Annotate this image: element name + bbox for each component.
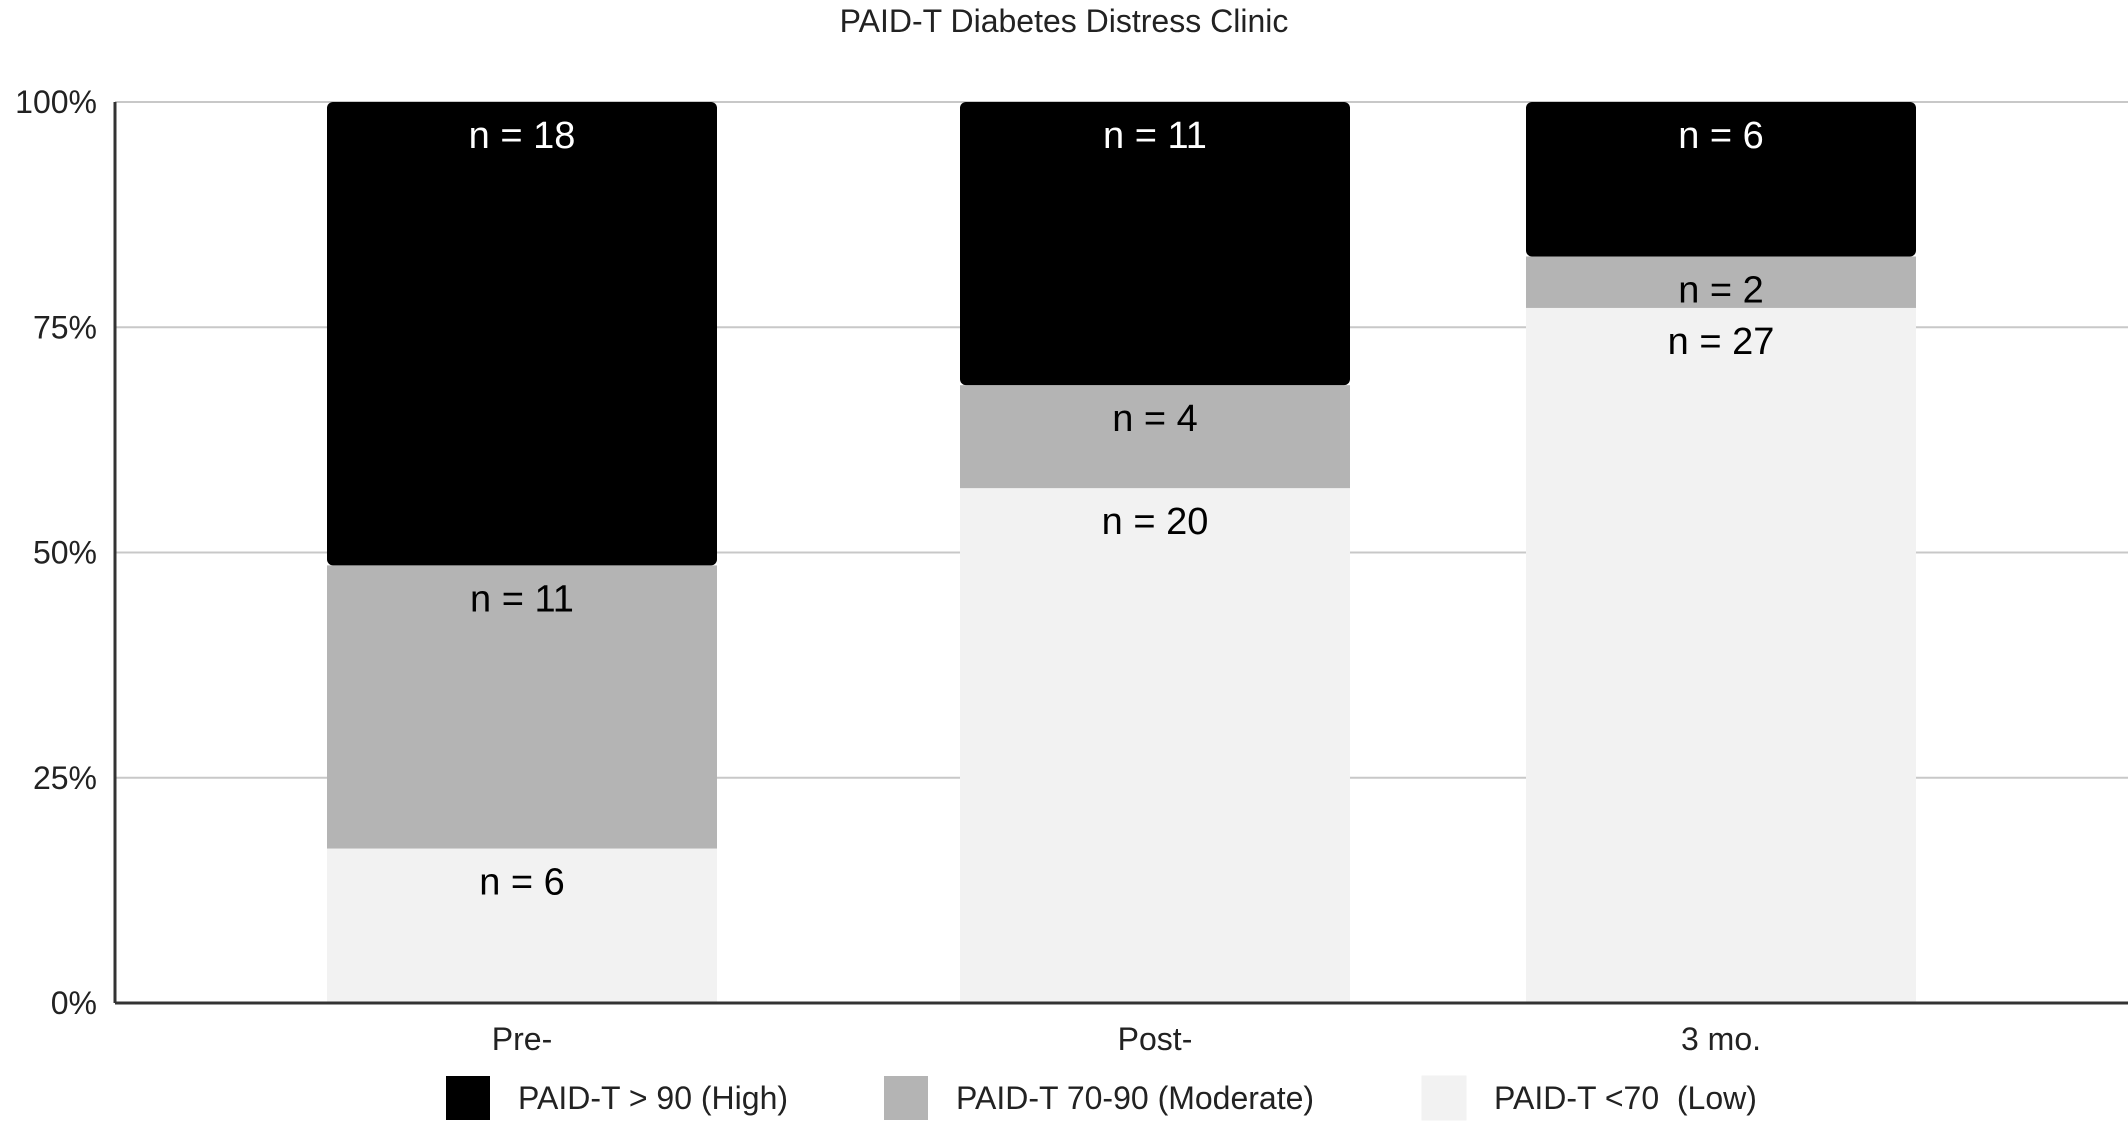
- x-tick-label: Pre-: [492, 1021, 552, 1057]
- bar-segment: [960, 385, 1350, 489]
- segment-label: n = 6: [479, 862, 565, 904]
- bar-segment: [327, 102, 717, 566]
- x-tick-label: 3 mo.: [1681, 1021, 1761, 1057]
- bar-segment: [327, 848, 717, 1003]
- y-tick-label: 50%: [33, 535, 97, 571]
- legend-label: PAID-T 70-90 (Moderate): [956, 1080, 1314, 1116]
- bars: [327, 102, 1916, 1004]
- legend-label: PAID-T > 90 (High): [518, 1080, 788, 1116]
- bar-segment: [960, 488, 1350, 1004]
- y-axis-ticks: 0% 25% 50% 75% 100%: [15, 84, 97, 1021]
- segment-label: n = 2: [1678, 269, 1764, 311]
- segment-label: n = 27: [1668, 321, 1775, 363]
- segment-label: n = 4: [1112, 398, 1198, 440]
- bar-segment: [960, 102, 1350, 386]
- bar-segment: [327, 565, 717, 849]
- legend-swatch: [1421, 1075, 1467, 1121]
- x-axis-categories: Pre- Post- 3 mo.: [492, 1021, 1761, 1057]
- bar-segment: [1526, 102, 1916, 257]
- segment-label: n = 11: [1103, 115, 1207, 157]
- x-tick-label: Post-: [1118, 1021, 1193, 1057]
- y-tick-label: 0%: [51, 985, 97, 1021]
- axes: [113, 102, 2128, 1005]
- bar-segment: [1526, 256, 1916, 308]
- segment-labels: n = 6 n = 11 n = 18 n = 20 n = 4 n = 11 n = 27…: [469, 115, 1775, 904]
- segment-label: n = 20: [1102, 501, 1209, 543]
- segment-label: n = 6: [1678, 115, 1764, 157]
- legend-label: PAID-T <70 (Low): [1494, 1080, 1757, 1116]
- legend-swatch: [884, 1076, 928, 1120]
- y-tick-label: 75%: [33, 309, 97, 345]
- y-tick-label: 25%: [33, 760, 97, 796]
- segment-label: n = 18: [469, 115, 576, 157]
- chart-title: PAID-T Diabetes Distress Clinic: [840, 3, 1289, 39]
- legend-swatch: [446, 1076, 490, 1120]
- legend: PAID-T > 90 (High) PAID-T 70-90 (Moderate…: [446, 1075, 1757, 1121]
- bar-segment: [1526, 307, 1916, 1003]
- y-tick-label: 100%: [15, 84, 97, 120]
- segment-label: n = 11: [470, 578, 574, 620]
